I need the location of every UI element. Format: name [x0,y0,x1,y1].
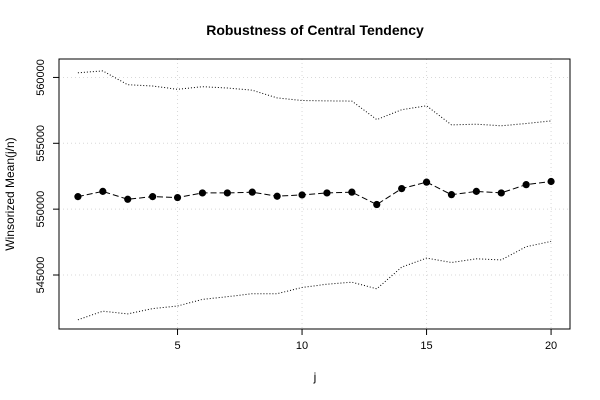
axes: 5 10 15 20 545000 550000 555000 560000 [35,59,557,352]
plot-frame [58,58,571,330]
x-axis-label: j [313,370,317,384]
data-point [373,200,381,209]
data-point [149,193,157,201]
x-tick-label: 20 [545,340,557,352]
data-point [447,191,456,199]
series-estimate-line [77,181,552,206]
data-point [497,189,505,197]
x-tick-label: 5 [174,340,180,352]
series-lower-bound-line [77,240,552,321]
data-point [522,181,530,189]
data-point [323,189,331,197]
data-point [248,188,256,196]
data-point [547,177,555,186]
data-point [223,189,231,197]
plot-series [74,70,555,321]
data-point [472,187,480,195]
x-tick-label: 10 [296,340,308,352]
data-point [74,193,82,201]
data-point [124,195,132,203]
y-tick-label: 545000 [35,257,47,294]
y-tick-label: 560000 [35,59,47,96]
data-point [298,191,306,199]
data-point [99,187,107,195]
grid [59,59,570,329]
data-point [173,193,182,202]
y-tick-label: 550000 [35,191,47,228]
series-upper-bound-line [77,70,552,127]
data-point [348,188,356,196]
data-point [273,192,281,200]
data-point [198,189,207,197]
y-tick-label: 555000 [35,125,47,162]
chart-title: Robustness of Central Tendency [206,22,424,38]
data-point [422,178,431,186]
y-axis-label: Winsorized Mean(j/n) [3,137,17,250]
x-tick-label: 15 [420,340,432,352]
data-point [398,185,406,193]
